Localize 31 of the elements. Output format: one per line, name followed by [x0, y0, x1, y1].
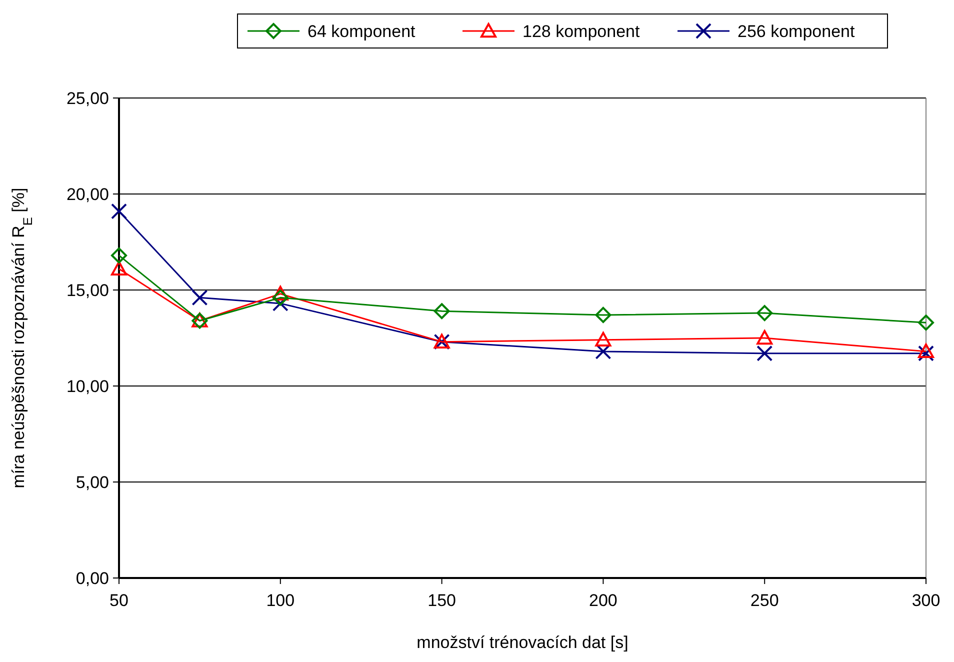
point: [756, 345, 773, 362]
legend-label: 256 komponent: [738, 22, 855, 41]
point: [434, 303, 450, 320]
point: [918, 343, 934, 358]
x-tick-label: 300: [912, 591, 940, 610]
x-tick-label: 200: [589, 591, 618, 610]
x-tick-label: 150: [428, 591, 456, 610]
y-tick-label: 10,00: [66, 376, 109, 396]
x-tick-label: 250: [750, 591, 779, 610]
point: [595, 306, 612, 323]
y-tick-label: 0,00: [76, 568, 109, 588]
y-tick-label: 20,00: [66, 184, 109, 204]
point: [192, 290, 208, 306]
point: [595, 332, 612, 347]
legend-label: 128 komponent: [522, 22, 640, 41]
legend-label: 64 komponent: [308, 22, 416, 41]
point: [918, 345, 934, 362]
y-tick-label: 25,00: [66, 88, 109, 108]
point: [756, 305, 773, 322]
point: [756, 330, 773, 345]
point: [918, 314, 934, 331]
point: [111, 203, 127, 220]
point: [272, 290, 288, 306]
x-tick-label: 50: [110, 591, 128, 610]
y-tick-label: 15,00: [66, 280, 109, 300]
point: [111, 247, 127, 264]
x-axis-title: množství trénovacích dat [s]: [416, 633, 628, 652]
point: [111, 260, 127, 276]
x-tick-label: 100: [266, 591, 295, 610]
y-tick-label: 5,00: [76, 472, 109, 492]
point: [272, 286, 288, 300]
